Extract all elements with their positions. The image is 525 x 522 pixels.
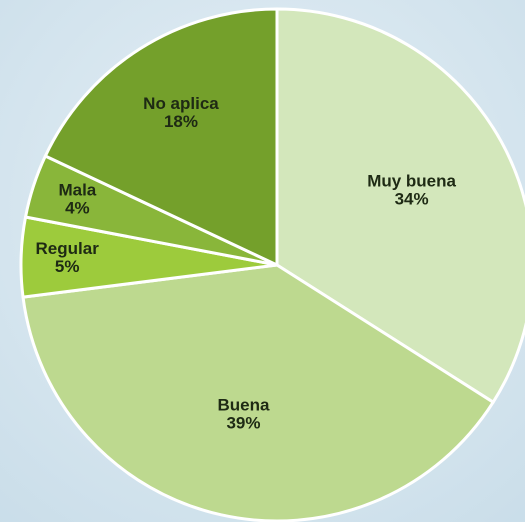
slice-label: Buena [218, 395, 271, 414]
pie-slice [21, 263, 495, 522]
slice-label: Muy buena [367, 171, 456, 190]
slice-label: Mala [58, 181, 96, 200]
slice-value: 4% [65, 199, 90, 218]
slice-label: No aplica [143, 94, 219, 113]
pie-slice [43, 7, 279, 267]
slice-value: 18% [164, 112, 198, 131]
slice-value: 34% [395, 189, 429, 208]
slice-label: Regular [36, 239, 100, 258]
slice-value: 5% [55, 257, 80, 276]
slice-value: 39% [226, 413, 260, 432]
